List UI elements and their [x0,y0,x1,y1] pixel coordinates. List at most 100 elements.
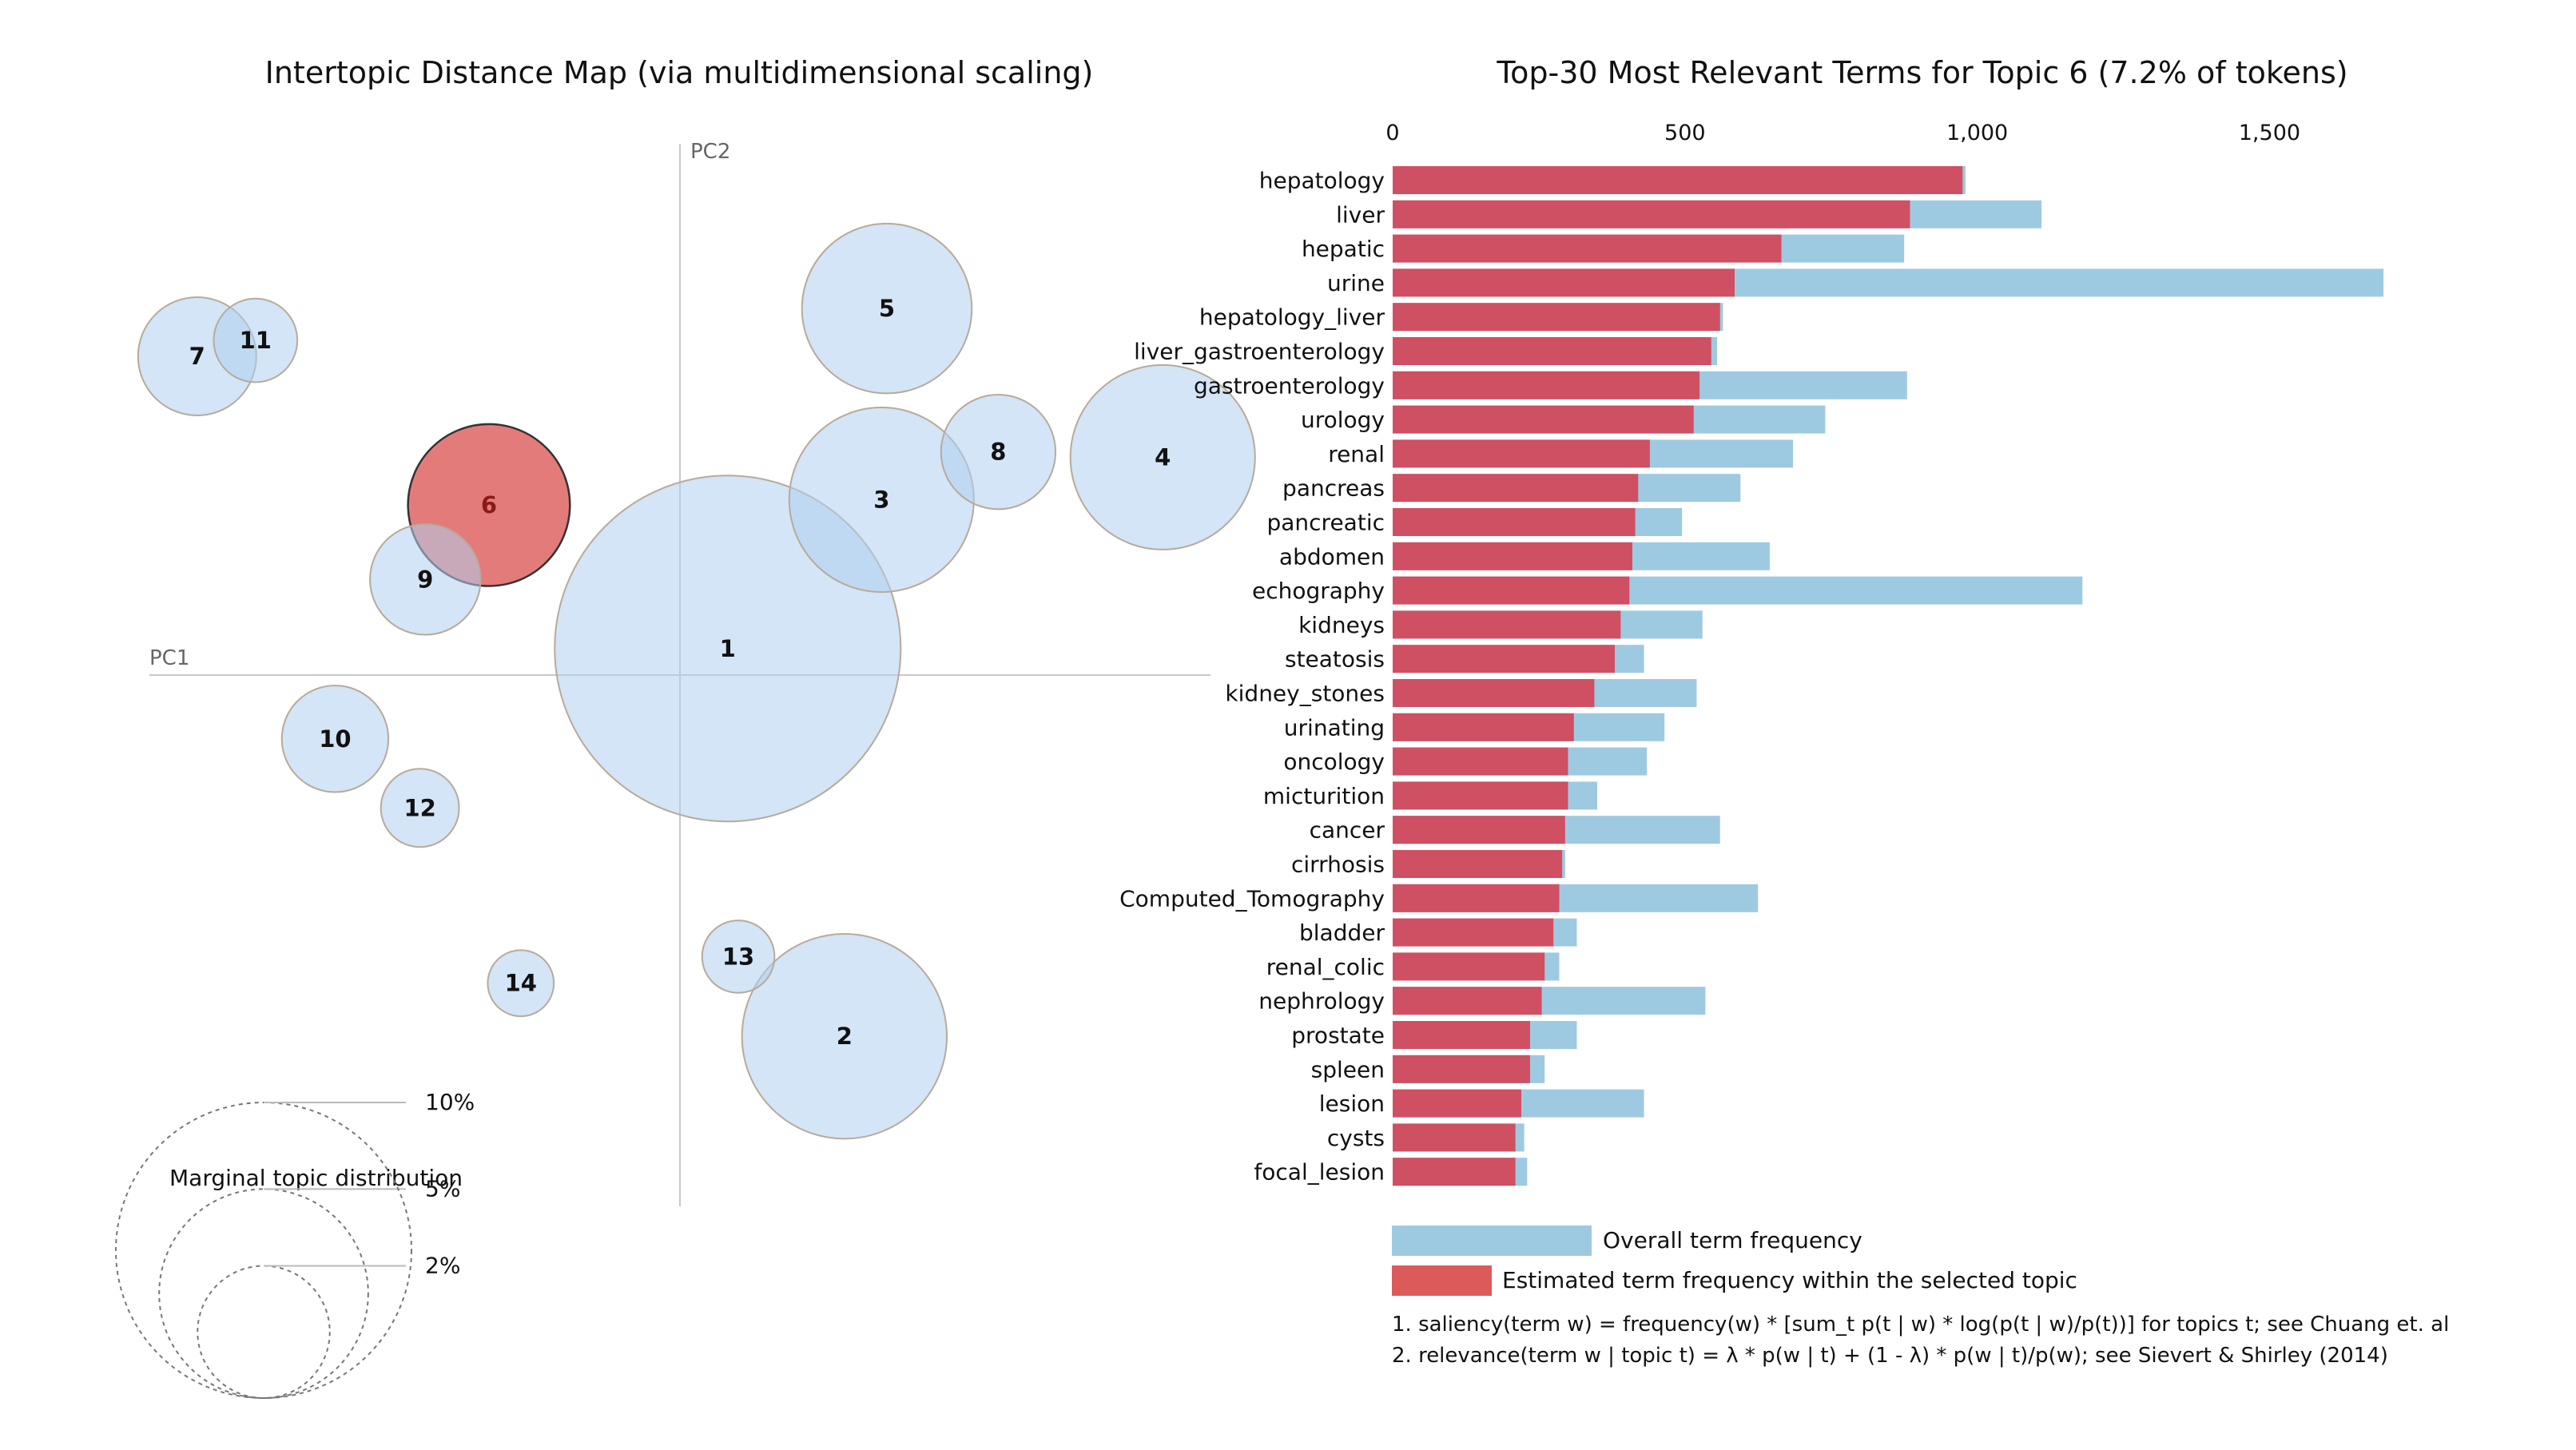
marginal-distribution-title: Marginal topic distribution [169,1165,463,1191]
bar-topic-liver_gastroenterology [1393,337,1711,365]
legend-level-2pct: 2% [425,1253,460,1279]
bar-topic-kidney_stones [1393,679,1595,707]
bar-topic-urine [1393,268,1735,297]
term-label-abdomen: abdomen [1279,543,1385,570]
term-label-urinating: urinating [1284,714,1385,741]
bar-topic-lesion [1393,1089,1521,1118]
pc2-axis-label: PC2 [690,140,730,164]
legend-circle-5pct [158,1188,369,1400]
topic-bubble-4[interactable] [1069,363,1256,550]
bar-topic-hepatology_liver [1393,303,1720,332]
bar-topic-spleen [1393,1055,1530,1083]
topic-label-2: 2 [837,1023,853,1050]
bar-topic-gastroenterology [1393,371,1700,399]
bar-topic-abdomen [1393,542,1632,570]
pc1-axis-label: PC1 [149,646,189,670]
legend-circle-2pct [197,1265,331,1400]
bar-topic-renal [1393,439,1650,468]
bar-topic-oncology [1393,747,1568,776]
legend-level-10pct: 10% [425,1089,475,1115]
topic-bubble-11[interactable] [213,297,299,383]
bar-topic-urinating [1393,713,1574,741]
bar-topic-hepatology [1393,166,1963,194]
term-label-hepatology: hepatology [1259,168,1385,194]
term-label-bladder: bladder [1299,920,1385,946]
legend-label-overall: Overall term frequency [1603,1227,1862,1253]
topic-bubble-14[interactable] [487,949,555,1018]
topic-label-8: 8 [990,439,1006,466]
x-tick-0: 0 [1385,121,1399,145]
term-label-cancer: cancer [1310,817,1385,844]
term-label-pancreatic: pancreatic [1266,510,1385,536]
term-label-gastroenterology: gastroenterology [1194,372,1385,399]
topic-label-10: 10 [319,725,351,753]
topic-bubble-9[interactable] [369,523,482,636]
topic-label-14: 14 [505,970,537,997]
bar-topic-focal_lesion [1393,1158,1516,1186]
term-label-cysts: cysts [1327,1125,1385,1151]
term-label-renal: renal [1328,441,1385,467]
legend-label-topic: Estimated term frequency within the sele… [1502,1267,2077,1293]
topic-label-7: 7 [189,343,205,370]
legend-level-5pct: 5% [425,1175,460,1202]
bar-topic-nephrology [1393,987,1542,1015]
bar-topic-hepatic [1393,234,1782,263]
term-label-steatosis: steatosis [1285,646,1385,673]
term-label-kidneys: kidneys [1298,612,1385,638]
terms-x-ticks: 0 500 1,000 1,500 [1385,121,2300,145]
topic-bubble-13[interactable] [701,920,776,994]
bar-topic-prostate [1393,1021,1530,1049]
topic-label-3: 3 [873,487,889,514]
topic-label-9: 9 [417,566,433,593]
term-label-pancreas: pancreas [1282,475,1385,502]
term-label-renal_colic: renal_colic [1266,954,1385,980]
term-label-liver_gastroenterology: liver_gastroenterology [1134,339,1385,365]
bar-topic-cysts [1393,1123,1516,1152]
bar-topic-cirrhosis [1393,850,1563,878]
term-label-oncology: oncology [1283,749,1385,775]
bar-topic-micturition [1393,781,1568,810]
term-label-hepatology_liver: hepatology_liver [1199,304,1385,331]
term-label-cirrhosis: cirrhosis [1291,852,1385,878]
topic-label-1: 1 [720,635,736,662]
bar-topic-urology [1393,405,1694,434]
term-label-nephrology: nephrology [1258,988,1385,1015]
term-label-Computed_Tomography: Computed_Tomography [1119,885,1385,912]
legend-circle-10pct [115,1102,412,1399]
topic-bubble-8[interactable] [940,394,1057,510]
marginal-distribution-legend: Marginal topic distribution 2% 5% 10% [115,1089,475,1400]
topic-bubble-5[interactable] [801,222,973,395]
legend-swatch-overall [1392,1226,1592,1256]
topic-label-6: 6 [481,491,497,518]
topic-label-4: 4 [1155,443,1171,471]
term-label-kidney_stones: kidney_stones [1225,681,1385,707]
topic-bubble-10[interactable] [280,685,390,793]
term-label-liver: liver [1336,201,1385,228]
term-label-prostate: prostate [1291,1023,1385,1049]
bar-topic-liver [1393,200,1910,228]
topic-bubble-2[interactable] [741,933,948,1140]
bar-topic-renal_colic [1393,952,1545,981]
bar-topic-cancer [1393,816,1565,844]
term-label-urine: urine [1327,270,1385,296]
terms-chart-title: Top-30 Most Relevant Terms for Topic 6 (… [1496,55,2347,90]
bar-topic-kidneys [1393,610,1621,639]
term-label-urology: urology [1301,407,1385,433]
topic-label-5: 5 [879,295,895,322]
bar-topic-pancreas [1393,474,1639,503]
bar-topic-bladder [1393,918,1554,947]
term-label-micturition: micturition [1263,783,1385,809]
term-label-hepatic: hepatic [1302,236,1385,262]
topic-bubble-12[interactable] [380,768,460,848]
distance-map-title: Intertopic Distance Map (via multidimens… [265,55,1094,90]
term-label-focal_lesion: focal_lesion [1254,1159,1385,1186]
topic-label-13: 13 [722,943,754,970]
term-label-echography: echography [1252,578,1385,604]
term-label-lesion: lesion [1319,1090,1385,1117]
bar-topic-echography [1393,576,1630,605]
topic-label-11: 11 [240,327,272,354]
terms-legend: Overall term frequency Estimated term fr… [1392,1226,2077,1296]
